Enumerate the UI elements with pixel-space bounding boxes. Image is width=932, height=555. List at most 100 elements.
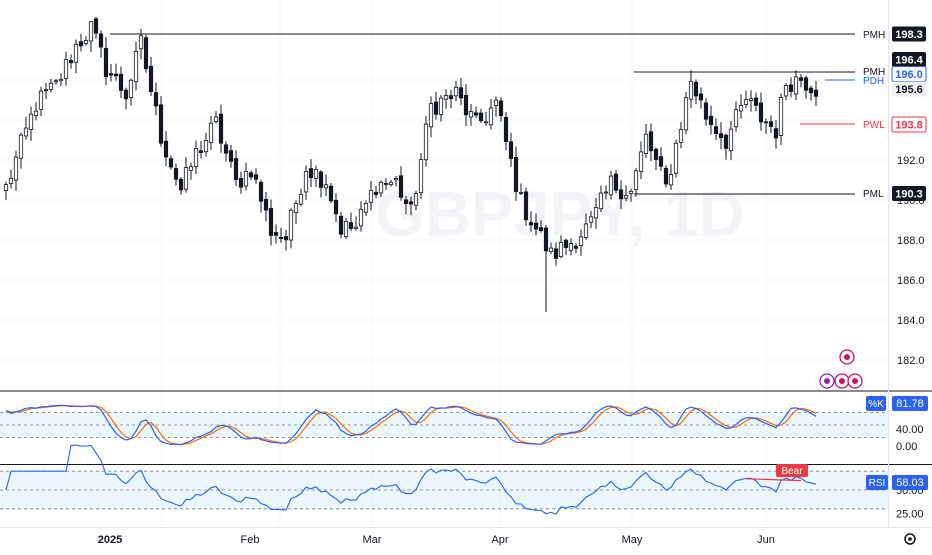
candle [678,121,684,149]
stochastic-value-box [892,396,928,411]
price-tag: 193.8 [891,116,927,133]
rsi-value: 58.03 [896,477,924,489]
settings-gear-icon[interactable] [904,533,916,545]
candle-body-up [243,170,249,187]
indicator-icon[interactable] [847,373,863,389]
indicator-icon[interactable] [819,373,835,389]
candle-body-up [73,43,79,63]
candle [308,159,314,187]
indicator-icon[interactable] [839,349,855,365]
time-tick-label: 2025 [98,534,122,546]
candle [388,179,394,187]
time-tick-label: Apr [491,534,508,546]
price-tick-label: 186.0 [897,275,925,287]
candle-body-down [283,236,289,241]
candle-body-down [78,41,84,47]
candle [613,170,619,194]
candle-body-up [783,85,789,97]
candle [373,185,379,199]
candle [203,132,209,157]
candle [53,78,59,85]
candle-body-down [98,33,104,48]
candle-body-up [588,216,594,223]
time-axis: 2025 Feb Mar Apr May Jun [98,534,775,546]
candle [513,146,519,201]
candle-body-down [523,191,529,221]
candle [293,200,299,225]
candle [783,83,789,101]
candle-body-down [533,222,539,230]
candle [798,74,804,88]
candle [713,118,719,140]
candle-body-up [633,170,639,191]
candle-body-down [198,150,204,153]
price-tag-box [892,81,926,97]
candle-body-up [603,191,609,194]
candle-body-down [618,189,624,200]
stochastic-tick-label: 0.00 [896,441,917,453]
candle [598,185,604,213]
rsi-value-box [892,475,928,490]
candle [273,224,279,244]
indicator-icons[interactable] [819,349,863,389]
indicator-icon[interactable] [834,373,850,389]
candle-body-up [593,207,599,219]
candle [413,191,419,211]
candle-body-down [103,47,109,77]
candle-body-up [208,122,214,144]
candle-body-up [388,181,394,185]
candle [98,30,104,58]
candle [68,54,74,69]
indicator-icon-dot [852,378,858,384]
rsi-line [5,444,817,515]
candle-body-down [658,156,664,167]
candle [153,82,159,116]
candle-body-up [793,76,799,95]
rsi-label: RSI [869,478,886,489]
candle-body-up [3,184,9,191]
candle-body-down [153,92,159,107]
candle-body-down [408,201,414,205]
candle-body-up [138,35,144,50]
candle [393,175,399,187]
candle-body-up [323,184,329,189]
candle-body-down [653,148,659,160]
candle-body-down [238,178,244,188]
candle-body-down [223,144,229,154]
candle [718,122,724,149]
candle-body-down [163,140,169,158]
candle [588,210,594,229]
candle-body-up [548,247,554,252]
price-tick-label: 192.0 [897,155,925,167]
candle [448,89,454,109]
price-tag-label: 190.3 [895,189,923,201]
candle-body-down [508,141,514,159]
candle-body-down [278,237,284,239]
candle [323,174,329,197]
candle [333,192,339,223]
candle [3,181,9,200]
time-tick-label: Feb [241,534,260,546]
candle-body-down [433,101,439,115]
candle-body-up [183,167,189,190]
candle-body-up [623,195,629,199]
price-tag-label: 198.3 [895,29,923,41]
candle-body-up [483,121,489,124]
candle-body-down [123,89,129,100]
candle-body-up [48,82,54,90]
candle-body-up [743,99,749,105]
candle [658,147,664,171]
candle-body-up [673,142,679,174]
candle [133,41,139,91]
price-tag-label: 196.4 [895,55,923,67]
candle [328,183,334,204]
candle [608,171,614,200]
candle [378,180,384,198]
price-tag-box [892,186,926,201]
candle-body-up [353,226,359,229]
candle-body-down [318,171,324,188]
candle [103,37,109,86]
candle [243,162,249,191]
candle [128,78,134,106]
